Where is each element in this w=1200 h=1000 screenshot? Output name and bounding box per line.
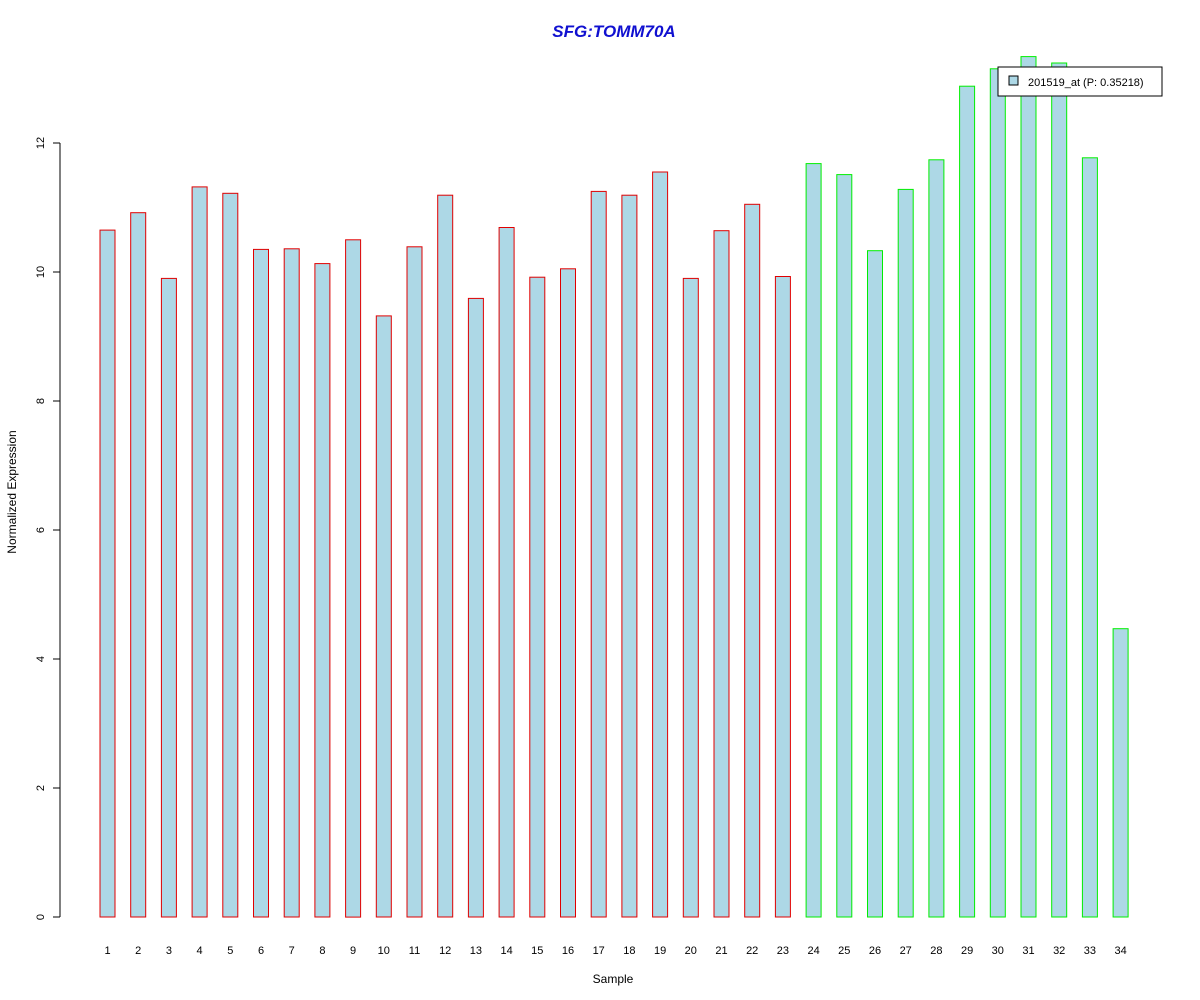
x-tick-label: 20 (685, 945, 697, 957)
bar-sample-29 (959, 85, 976, 918)
x-axis-label: Sample (593, 972, 634, 986)
bar-sample-3 (160, 277, 177, 918)
bar-sample-12 (437, 194, 454, 918)
bar-sample-22 (744, 203, 761, 918)
bar-sample-5 (222, 192, 239, 918)
x-tick-label: 29 (961, 945, 973, 957)
bar-sample-25 (836, 174, 853, 918)
legend: 201519_at (P: 0.35218) (997, 66, 1163, 97)
x-tick-label: 33 (1084, 945, 1096, 957)
x-tick-label: 7 (289, 945, 295, 957)
y-tick-label: 2 (35, 785, 47, 791)
x-tick-label: 25 (838, 945, 850, 957)
y-tick-label: 12 (35, 137, 47, 149)
bar-sample-18 (621, 194, 638, 918)
legend-box (997, 66, 1163, 97)
bars (99, 56, 1129, 918)
y-tick-label: 0 (35, 914, 47, 920)
x-tick-label: 13 (470, 945, 482, 957)
x-tick-labels: 1 2 3 4 5 6 7 8 9 10 11 12 13 14 15 16 17 18 19 20 21 22 23 24 2… (104, 945, 1126, 957)
legend-entry: 201519_at (P: 0.35218) (1028, 77, 1144, 89)
bar-sample-23 (774, 276, 791, 918)
x-tick-label: 32 (1053, 945, 1065, 957)
bar-sample-34 (1112, 628, 1129, 918)
x-tick-label: 12 (439, 945, 451, 957)
x-tick-label: 2 (135, 945, 141, 957)
x-tick-label: 27 (900, 945, 912, 957)
bar-sample-6 (253, 248, 269, 918)
legend-swatch (1008, 75, 1019, 86)
bar-sample-26 (867, 250, 883, 918)
bar-sample-30 (989, 68, 1006, 918)
x-tick-label: 5 (227, 945, 233, 957)
x-tick-label: 31 (1022, 945, 1034, 957)
bar-sample-16 (560, 268, 576, 918)
bar-sample-32 (1051, 62, 1068, 918)
x-tick-label: 1 (104, 945, 110, 957)
y-tick-label: 8 (35, 398, 47, 404)
bar-sample-2 (130, 212, 147, 918)
x-tick-label: 26 (869, 945, 881, 957)
x-tick-label: 14 (500, 945, 512, 957)
x-tick-label: 9 (350, 945, 356, 957)
x-tick-label: 18 (623, 945, 635, 957)
y-tick-label: 10 (35, 266, 47, 278)
x-tick-label: 19 (654, 945, 666, 957)
y-axis-label: Normalized Expression (5, 430, 19, 553)
bar-sample-17 (590, 190, 607, 918)
bar-sample-13 (467, 297, 484, 918)
x-tick-label: 16 (562, 945, 574, 957)
bar-sample-7 (283, 248, 300, 918)
x-tick-label: 21 (715, 945, 727, 957)
bar-sample-27 (897, 188, 914, 918)
bar-sample-10 (375, 315, 392, 918)
x-tick-label: 6 (258, 945, 264, 957)
x-tick-label: 24 (807, 945, 819, 957)
bar-sample-21 (713, 230, 730, 918)
y-tick-label: 6 (35, 527, 47, 533)
bar-sample-19 (652, 171, 669, 918)
bar-sample-8 (314, 263, 331, 918)
x-tick-label: 23 (777, 945, 789, 957)
x-tick-label: 34 (1114, 945, 1126, 957)
x-tick-label: 11 (409, 945, 420, 957)
bar-sample-33 (1081, 157, 1098, 918)
x-tick-label: 28 (930, 945, 942, 957)
bar-sample-1 (99, 229, 116, 918)
x-tick-label: 22 (746, 945, 758, 957)
bar-sample-4 (191, 186, 208, 918)
chart-title: SFG:TOMM70A (552, 22, 675, 41)
bar-sample-24 (805, 163, 822, 918)
bar-sample-28 (928, 159, 945, 918)
bar-sample-31 (1020, 56, 1037, 918)
bar-sample-11 (406, 246, 423, 918)
x-tick-label: 15 (531, 945, 543, 957)
x-tick-label: 10 (378, 945, 390, 957)
x-tick-label: 8 (319, 945, 325, 957)
x-tick-label: 17 (593, 945, 605, 957)
y-tick-label: 4 (35, 656, 47, 662)
y-axis: 0 2 4 6 8 10 12 (35, 137, 61, 920)
bar-sample-9 (345, 239, 362, 918)
x-tick-label: 3 (166, 945, 172, 957)
x-tick-label: 30 (992, 945, 1004, 957)
bar-sample-14 (498, 227, 515, 918)
x-tick-label: 4 (197, 945, 203, 957)
bar-sample-20 (682, 277, 699, 918)
bar-sample-15 (529, 276, 546, 918)
